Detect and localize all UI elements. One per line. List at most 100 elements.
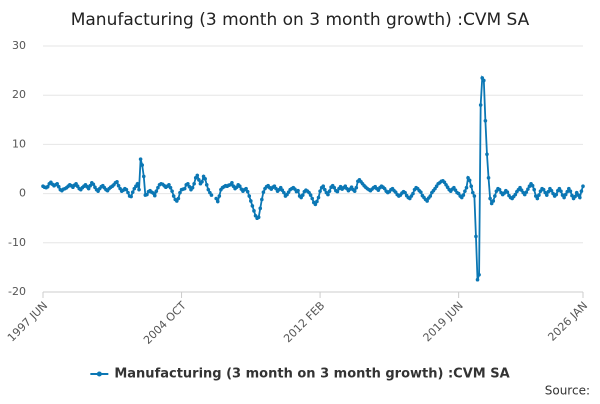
y-tick-label: -20 bbox=[8, 285, 26, 298]
point bbox=[352, 189, 357, 193]
point bbox=[130, 190, 135, 194]
point bbox=[327, 189, 332, 193]
point bbox=[197, 178, 201, 182]
point bbox=[497, 187, 502, 192]
point bbox=[256, 215, 261, 220]
point bbox=[168, 185, 173, 190]
point bbox=[478, 103, 483, 107]
point bbox=[570, 193, 574, 198]
point bbox=[474, 234, 478, 239]
point bbox=[493, 194, 497, 198]
y-tick-label: -10 bbox=[8, 236, 26, 249]
point bbox=[562, 195, 566, 200]
point bbox=[470, 190, 475, 195]
point bbox=[411, 191, 415, 196]
point bbox=[463, 189, 467, 193]
point bbox=[178, 190, 182, 195]
point bbox=[182, 186, 187, 191]
point bbox=[247, 194, 252, 198]
point bbox=[318, 189, 322, 193]
point bbox=[215, 199, 220, 204]
point bbox=[126, 190, 130, 195]
source: Source: bbox=[545, 384, 590, 398]
point bbox=[250, 204, 255, 208]
point bbox=[308, 193, 313, 197]
point bbox=[217, 194, 222, 198]
point bbox=[187, 184, 192, 189]
point bbox=[245, 189, 250, 194]
point bbox=[300, 193, 305, 197]
line bbox=[215, 75, 584, 280]
point bbox=[56, 184, 61, 189]
point bbox=[252, 209, 256, 213]
point bbox=[55, 181, 59, 186]
point bbox=[176, 196, 181, 201]
point bbox=[204, 182, 209, 187]
point bbox=[419, 190, 423, 194]
point bbox=[203, 177, 207, 181]
point bbox=[563, 192, 568, 197]
point bbox=[579, 189, 584, 193]
point bbox=[581, 184, 585, 189]
point bbox=[321, 184, 326, 189]
point bbox=[486, 176, 491, 180]
point bbox=[261, 190, 266, 194]
point bbox=[206, 187, 211, 192]
point bbox=[469, 184, 474, 189]
point bbox=[249, 199, 253, 203]
point bbox=[209, 193, 214, 197]
point bbox=[167, 182, 171, 187]
point bbox=[138, 157, 143, 161]
point bbox=[505, 190, 510, 194]
point bbox=[315, 199, 319, 204]
point bbox=[200, 179, 204, 184]
point bbox=[326, 192, 330, 197]
point bbox=[464, 185, 469, 190]
point bbox=[472, 194, 477, 198]
point bbox=[428, 194, 433, 198]
point bbox=[513, 192, 518, 197]
point bbox=[230, 180, 234, 185]
point bbox=[565, 189, 570, 194]
point bbox=[141, 174, 146, 179]
legend-marker bbox=[96, 371, 102, 377]
point bbox=[482, 78, 486, 83]
point bbox=[135, 181, 140, 186]
point bbox=[45, 184, 50, 189]
point bbox=[260, 197, 264, 202]
x-tick-label: 1997 JUN bbox=[5, 299, 50, 344]
point bbox=[91, 182, 96, 187]
point bbox=[335, 189, 340, 194]
x-tick-label: 2026 JAN bbox=[545, 299, 590, 344]
point bbox=[88, 183, 93, 188]
point bbox=[86, 186, 91, 191]
point bbox=[541, 187, 546, 192]
point bbox=[190, 185, 195, 190]
point bbox=[537, 193, 541, 197]
point bbox=[171, 194, 176, 198]
point bbox=[559, 189, 563, 193]
point bbox=[532, 187, 536, 192]
point bbox=[282, 190, 286, 195]
point bbox=[546, 189, 551, 194]
point bbox=[530, 183, 535, 188]
point bbox=[535, 196, 540, 201]
point bbox=[129, 194, 133, 199]
y-tick-label: 20 bbox=[12, 88, 26, 101]
point bbox=[488, 196, 492, 201]
point bbox=[140, 163, 144, 167]
y-tick-label: 0 bbox=[19, 187, 26, 200]
point bbox=[124, 187, 129, 192]
point bbox=[403, 190, 407, 195]
point bbox=[192, 181, 196, 186]
x-tick-label: 2004 OCT bbox=[141, 299, 189, 347]
point bbox=[214, 196, 218, 201]
point bbox=[544, 193, 549, 197]
point bbox=[145, 192, 149, 197]
point bbox=[323, 187, 327, 192]
point bbox=[461, 193, 466, 197]
point bbox=[524, 190, 529, 194]
point bbox=[116, 183, 121, 188]
y-tick-label: 10 bbox=[12, 137, 26, 150]
